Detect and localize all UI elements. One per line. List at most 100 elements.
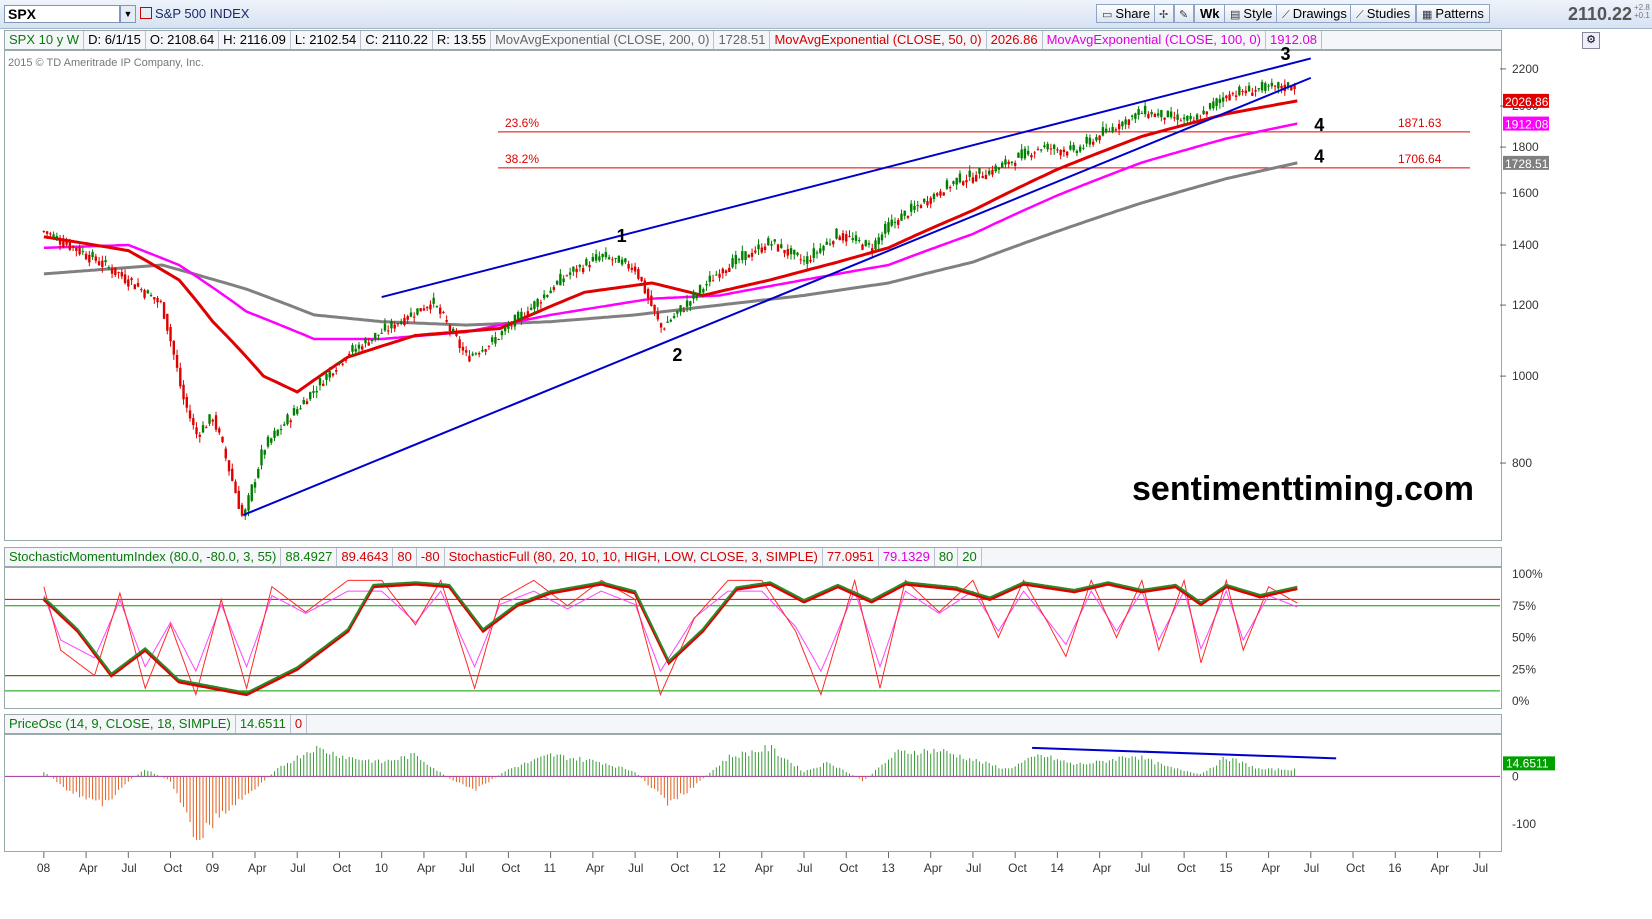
candle-body (88, 254, 91, 263)
candle-body (227, 460, 231, 472)
candle-body (1072, 144, 1075, 151)
patterns-button[interactable]: ▦ Patterns (1416, 4, 1490, 23)
candle-body (263, 450, 266, 455)
candle-body (978, 168, 981, 174)
candle-body (1095, 136, 1098, 141)
smi-label[interactable]: StochasticMomentumIndex (80.0, -80.0, 3,… (5, 548, 282, 566)
candle-body (156, 298, 159, 303)
candle-body (708, 275, 712, 282)
candle-body (1208, 103, 1212, 109)
candle-body (1052, 144, 1056, 150)
ema50-label[interactable]: MovAvgExponential (CLOSE, 50, 0) (770, 31, 987, 49)
price-tag-box (1503, 116, 1549, 131)
candle-body (552, 287, 556, 290)
candle-body (357, 344, 361, 349)
candle-body (825, 241, 828, 245)
candle-body (58, 240, 62, 245)
candle-body (604, 252, 608, 258)
price-axis-label: 1800 (1512, 140, 1539, 154)
ema50-value: 2026.86 (987, 31, 1043, 49)
ema100-label[interactable]: MovAvgExponential (CLOSE, 100, 0) (1043, 31, 1266, 49)
candle-body (578, 264, 582, 268)
candle-body (880, 234, 884, 241)
symbol-input[interactable] (4, 5, 120, 23)
candle-body (754, 250, 757, 253)
candle-body (224, 448, 227, 459)
candle-body (497, 339, 500, 341)
candle-body (523, 317, 526, 319)
candle-body (292, 408, 296, 416)
candle-body (932, 193, 936, 199)
chart-settings-button[interactable]: ⚙ (1582, 32, 1600, 49)
sf-label[interactable]: StochasticFull (80, 20, 10, 10, HIGH, LO… (445, 548, 823, 566)
candle-body (322, 383, 325, 386)
time-axis-label: Apr (248, 861, 267, 875)
time-axis-label: Jul (628, 861, 643, 875)
candle-body (432, 297, 435, 304)
price-axis-label: 1200 (1512, 298, 1539, 312)
candle-body (328, 371, 331, 378)
candle-body (724, 270, 728, 274)
time-axis-label: Apr (1430, 861, 1449, 875)
candle-body (445, 320, 448, 322)
candle-body (1088, 137, 1092, 145)
candle-body (974, 175, 978, 182)
candle-body (234, 481, 237, 494)
price-osc-panel[interactable] (4, 734, 1502, 852)
candle-body (1273, 85, 1277, 87)
ema200-label[interactable]: MovAvgExponential (CLOSE, 200, 0) (491, 31, 715, 49)
candle-body (201, 425, 205, 433)
candle-body (179, 367, 182, 387)
candle-body (286, 414, 289, 425)
price-tag-label: 1912.08 (1505, 118, 1549, 132)
symbol-dropdown-button[interactable]: ▼ (120, 5, 136, 23)
candle-body (1215, 98, 1218, 107)
candle-body (559, 273, 562, 286)
candle-body (741, 251, 744, 260)
time-axis-label: 09 (206, 861, 220, 875)
time-axis-label: Jul (797, 861, 812, 875)
settings-tool-button[interactable]: ✎ (1174, 4, 1194, 23)
studies-button[interactable]: ⟋ Studies (1350, 4, 1417, 23)
time-axis-label: 10 (375, 861, 389, 875)
candle-body (1010, 161, 1014, 164)
candle-body (110, 268, 114, 274)
time-axis-label: Oct (839, 861, 858, 875)
style-icon: ▤ (1230, 9, 1241, 21)
candle-body (1267, 85, 1270, 87)
candle-body (815, 252, 819, 254)
candle-body (1026, 150, 1030, 155)
symbol-description: S&P 500 INDEX (140, 6, 249, 21)
candle-body (1173, 117, 1176, 119)
candle-body (786, 249, 789, 256)
osc-label[interactable]: PriceOsc (14, 9, CLOSE, 18, SIMPLE) (5, 715, 236, 733)
trendline (242, 76, 1312, 517)
candle-body (377, 334, 380, 336)
candle-body (750, 252, 754, 257)
crosshair-tool-button[interactable]: ✢ (1154, 4, 1174, 23)
candle-body (367, 342, 370, 346)
candle-body (737, 259, 741, 261)
candle-body (1039, 149, 1043, 151)
candle-body (45, 231, 49, 234)
candle-body (607, 257, 611, 260)
candle-body (572, 266, 575, 272)
candle-body (503, 327, 507, 332)
style-button[interactable]: ▤ Style (1224, 4, 1279, 23)
time-axis-label: Apr (1262, 861, 1281, 875)
candle-body (549, 290, 552, 294)
candle-body (403, 317, 406, 325)
time-axis-label: Apr (755, 861, 774, 875)
candle-body (776, 244, 780, 252)
candle-body (221, 436, 224, 443)
candle-body (822, 245, 825, 251)
candle-body (1017, 152, 1020, 158)
price-axis-label: 1400 (1512, 238, 1539, 252)
candle-body (208, 414, 211, 424)
aggregation-button[interactable]: Wk (1194, 4, 1226, 23)
watermark: sentimenttiming.com (1132, 470, 1474, 508)
candle-body (731, 258, 734, 268)
candle-body (1000, 162, 1004, 168)
candle-body (1156, 113, 1160, 116)
candle-body (994, 165, 997, 172)
